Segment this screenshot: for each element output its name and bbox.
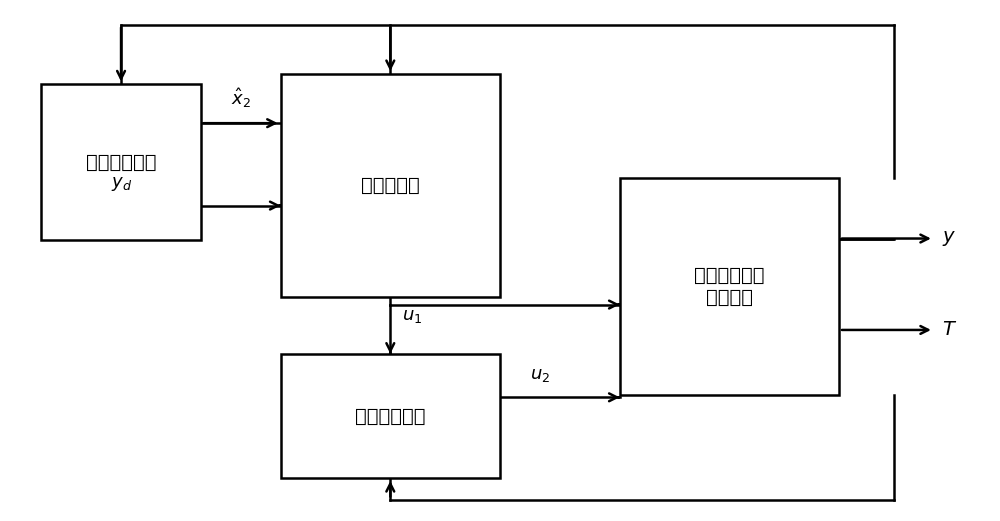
Text: $y$: $y$ bbox=[942, 229, 956, 248]
Bar bbox=[281, 354, 500, 478]
Text: $u_1$: $u_1$ bbox=[402, 307, 423, 325]
Bar bbox=[620, 178, 839, 395]
Text: 滑模控制器: 滑模控制器 bbox=[361, 176, 420, 195]
Bar bbox=[281, 74, 500, 297]
Text: $\hat{x}_2$: $\hat{x}_2$ bbox=[231, 86, 251, 110]
Text: $y_d$: $y_d$ bbox=[111, 175, 132, 193]
Text: $T$: $T$ bbox=[942, 320, 957, 340]
Text: 变比值控制器: 变比值控制器 bbox=[355, 406, 426, 426]
Text: $u_2$: $u_2$ bbox=[530, 366, 550, 384]
Text: 高增益观测器: 高增益观测器 bbox=[86, 153, 156, 171]
Bar bbox=[41, 84, 201, 240]
Text: 甲醇自热重整
制氢装置: 甲醇自热重整 制氢装置 bbox=[694, 266, 765, 307]
